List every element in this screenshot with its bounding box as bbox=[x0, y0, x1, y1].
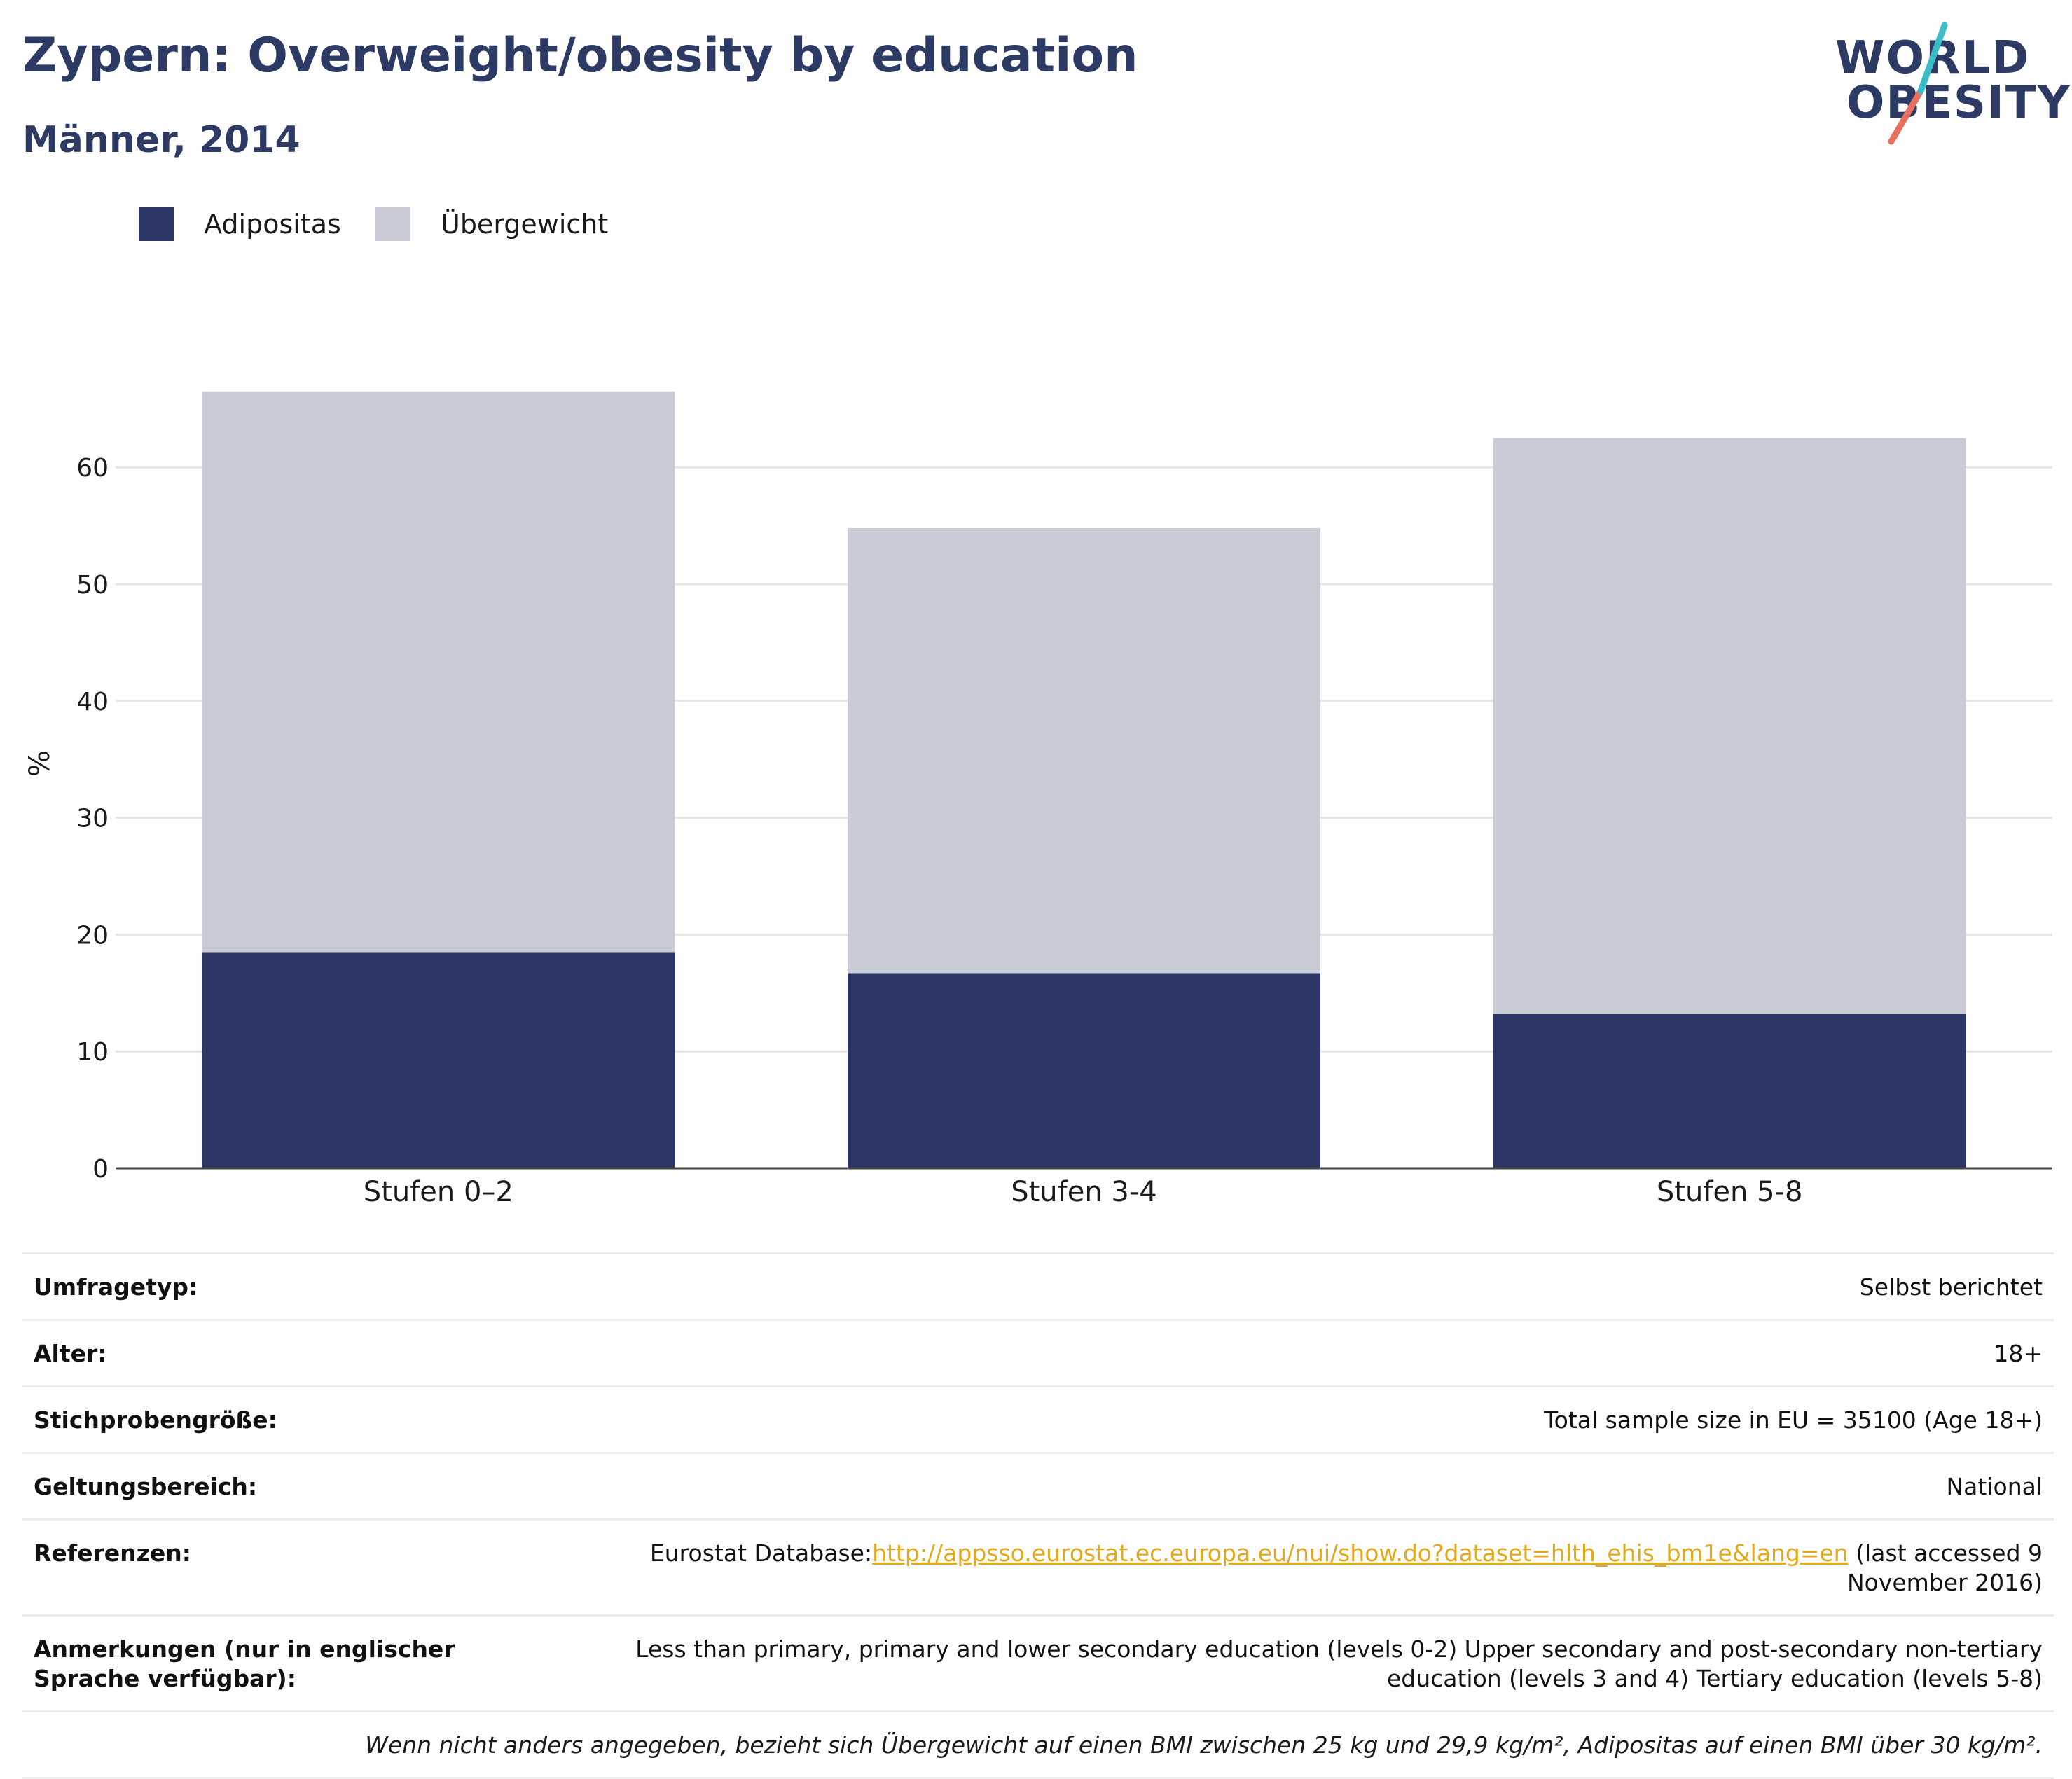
legend-swatch-adipositas bbox=[139, 207, 174, 241]
x-category-label: Stufen 5-8 bbox=[1657, 1176, 1803, 1208]
legend-swatch-uebergewicht bbox=[375, 207, 410, 241]
x-axis-categories: Stufen 0–2 Stufen 3-4 Stufen 5-8 bbox=[364, 1176, 1803, 1208]
references-prefix: Eurostat Database: bbox=[649, 1539, 873, 1567]
table-row: Stichprobengröße: Total sample size in E… bbox=[22, 1385, 2054, 1453]
x-category-label: Stufen 0–2 bbox=[364, 1176, 513, 1208]
references-label: Referenzen: bbox=[22, 1518, 577, 1616]
bar-segment[interactable] bbox=[202, 952, 675, 1168]
y-tick-label: 10 bbox=[76, 1038, 109, 1067]
bar-segment[interactable] bbox=[1493, 1013, 1966, 1168]
scope-label: Geltungsbereich: bbox=[22, 1452, 577, 1520]
table-row: Geltungsbereich: National bbox=[22, 1452, 2054, 1520]
x-category-label: Stufen 3-4 bbox=[1011, 1176, 1157, 1208]
y-axis-title: % bbox=[24, 750, 56, 777]
age-label: Alter: bbox=[22, 1319, 577, 1387]
chart-legend: Adipositas Übergewicht bbox=[139, 207, 639, 244]
notes-label: Anmerkungen (nur in englischer Sprache v… bbox=[22, 1614, 577, 1712]
chart-title: Zypern: Overweight/obesity by education bbox=[22, 28, 1138, 83]
y-tick-label: 50 bbox=[76, 571, 109, 600]
notes-value: Less than primary, primary and lower sec… bbox=[577, 1614, 2054, 1712]
y-tick-label: 20 bbox=[76, 921, 109, 950]
eurostat-link[interactable]: http://appsso.eurostat.ec.europa.eu/nui/… bbox=[872, 1539, 1849, 1567]
legend-item-uebergewicht[interactable]: Übergewicht bbox=[375, 207, 608, 241]
table-row: Anmerkungen (nur in englischer Sprache v… bbox=[22, 1614, 2054, 1712]
y-tick-label: 30 bbox=[76, 805, 109, 833]
metadata-table: Umfragetyp: Selbst berichtet Alter: 18+ … bbox=[22, 1252, 2054, 1779]
legend-item-adipositas[interactable]: Adipositas bbox=[139, 207, 341, 241]
bar-segment[interactable] bbox=[202, 391, 675, 953]
sample-size-label: Stichprobengröße: bbox=[22, 1385, 577, 1453]
sample-size-value: Total sample size in EU = 35100 (Age 18+… bbox=[577, 1385, 2054, 1453]
y-tick-label: 40 bbox=[76, 688, 109, 717]
y-axis-ticks: 0 10 20 30 40 50 60 bbox=[76, 454, 109, 1184]
y-tick-label: 60 bbox=[76, 454, 109, 483]
footnote: Wenn nicht anders angegeben, bezieht sic… bbox=[22, 1710, 2054, 1779]
y-tick-label: 0 bbox=[92, 1155, 109, 1184]
survey-type-value: Selbst berichtet bbox=[577, 1252, 2054, 1320]
legend-label-uebergewicht: Übergewicht bbox=[441, 209, 609, 240]
bar-segment[interactable] bbox=[848, 527, 1320, 974]
logo-text-obesity: OBESITY bbox=[1846, 77, 2071, 129]
references-suffix: (last accessed 9 November 2016) bbox=[1846, 1539, 2043, 1596]
world-obesity-logo: WORLD OBESITY bbox=[1821, 21, 2070, 147]
bar-segment[interactable] bbox=[1493, 438, 1966, 1014]
survey-type-label: Umfragetyp: bbox=[22, 1252, 577, 1320]
bar-segment[interactable] bbox=[848, 973, 1320, 1168]
table-row: Umfragetyp: Selbst berichtet bbox=[22, 1252, 2054, 1320]
references-value: Eurostat Database:http://appsso.eurostat… bbox=[577, 1518, 2054, 1616]
chart-subtitle: Männer, 2014 bbox=[22, 119, 301, 161]
logo-slash-icon bbox=[1888, 22, 1948, 145]
table-row: Referenzen: Eurostat Database:http://app… bbox=[22, 1518, 2054, 1616]
scope-value: National bbox=[577, 1452, 2054, 1520]
table-row: Wenn nicht anders angegeben, bezieht sic… bbox=[22, 1710, 2054, 1779]
legend-label-adipositas: Adipositas bbox=[204, 209, 341, 240]
table-row: Alter: 18+ bbox=[22, 1319, 2054, 1387]
chart-bars bbox=[202, 391, 1966, 1168]
age-value: 18+ bbox=[577, 1319, 2054, 1387]
